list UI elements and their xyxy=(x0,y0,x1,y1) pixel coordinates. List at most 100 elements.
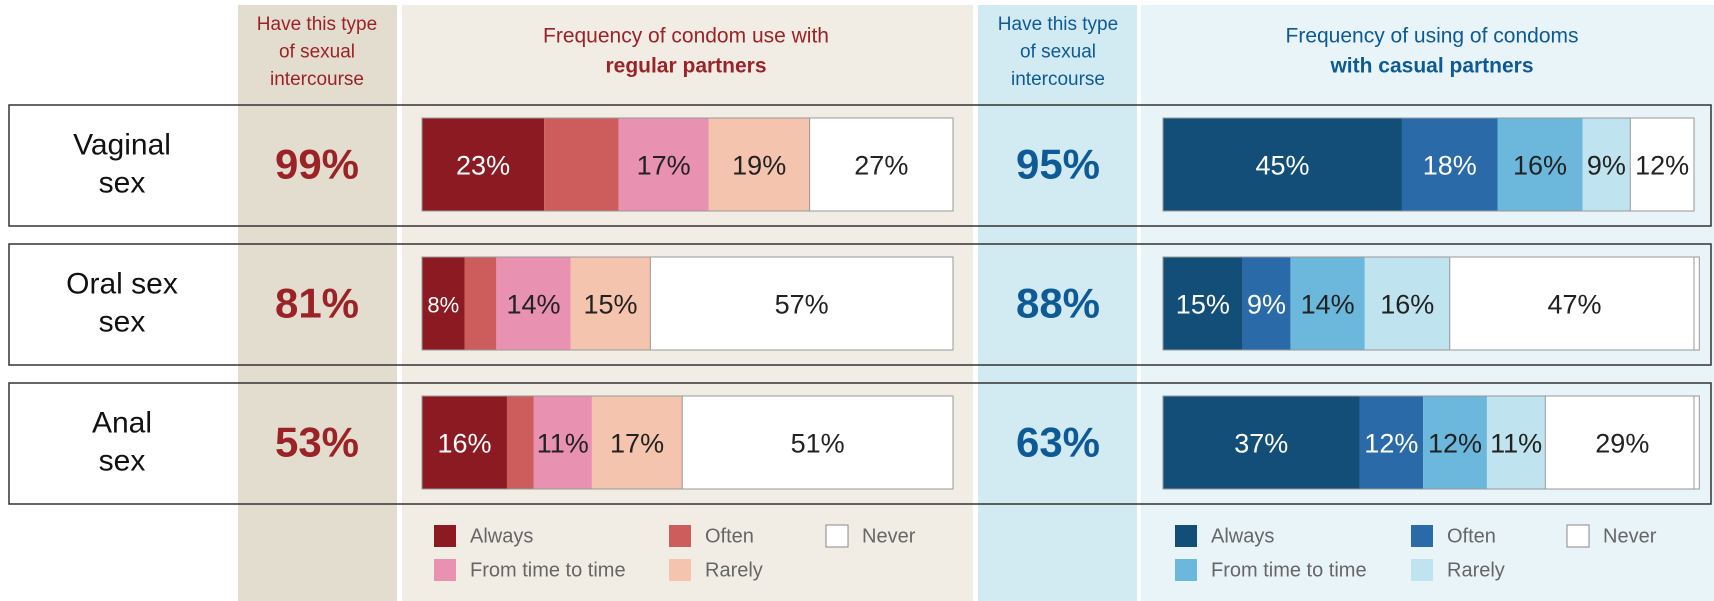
row-label: sex xyxy=(99,166,146,199)
legend-label: Rarely xyxy=(705,559,763,581)
bar-segment xyxy=(708,118,810,211)
panel-title: Frequency of condom use with xyxy=(543,25,829,48)
legend-label: Rarely xyxy=(1447,559,1505,581)
prevalence-header: of sexual xyxy=(279,42,355,63)
bar-segment xyxy=(422,396,507,489)
bar-segment xyxy=(1497,118,1583,211)
bar-label: 11% xyxy=(537,429,589,459)
row-label: sex xyxy=(99,444,146,477)
legend-swatch xyxy=(1175,525,1197,547)
bar-segment xyxy=(422,118,545,211)
bar-segment xyxy=(496,257,571,350)
bar-segment xyxy=(1401,118,1498,211)
bar-segment xyxy=(1486,396,1546,489)
bar-segment xyxy=(618,118,709,211)
row-box xyxy=(8,243,1712,366)
legend-swatch xyxy=(669,525,691,547)
legend-label: Always xyxy=(1211,525,1274,547)
bar-segment xyxy=(506,396,534,489)
legend-swatch xyxy=(1566,524,1590,548)
bar-segment xyxy=(1163,396,1360,489)
bar-label: 14% xyxy=(1301,290,1355,320)
bar-segment xyxy=(1423,396,1487,489)
bar-segment xyxy=(533,396,592,489)
prevalence-header: Have this type xyxy=(998,14,1118,35)
bar-outline xyxy=(421,395,954,490)
prevalence-header: intercourse xyxy=(270,69,364,90)
bar-segment xyxy=(681,395,954,490)
prevalence-value: 63% xyxy=(1016,419,1100,466)
panel-title: regular partners xyxy=(605,55,766,78)
bar-label: 15% xyxy=(1176,290,1230,320)
row-box xyxy=(8,382,1712,505)
bar-label: 15% xyxy=(583,290,637,320)
row-label: sex xyxy=(99,305,146,338)
row-box xyxy=(8,104,1712,227)
bar-label: 18% xyxy=(1423,151,1477,181)
bar-segment xyxy=(570,257,651,350)
row-label: Anal xyxy=(92,406,152,439)
legend-swatch xyxy=(1411,525,1433,547)
prevalence-header: Have this type xyxy=(257,14,377,35)
bar-outline xyxy=(421,256,954,351)
bar-segment xyxy=(1364,257,1450,350)
bar-outline xyxy=(421,117,954,212)
bar-label: 9% xyxy=(1247,290,1286,320)
prevalence-value: 53% xyxy=(275,419,359,466)
bar-label: 16% xyxy=(1513,151,1567,181)
bar-segment xyxy=(1359,396,1424,489)
bar-label: 17% xyxy=(637,151,691,181)
legend-label: Never xyxy=(862,525,916,547)
bar-label: 19% xyxy=(732,151,786,181)
bar-segment xyxy=(464,257,497,350)
bar-label: 14% xyxy=(506,290,560,320)
bar-segment xyxy=(1290,257,1365,350)
prevalence-value: 81% xyxy=(275,280,359,327)
prevalence-value: 95% xyxy=(1016,141,1100,188)
bar-label: 23% xyxy=(456,151,510,181)
bar-outline xyxy=(1162,117,1695,212)
legend-swatch xyxy=(669,559,691,581)
legend-label: Often xyxy=(705,525,754,547)
panel-title: Frequency of using of condoms xyxy=(1286,25,1579,48)
legend-label: Never xyxy=(1603,525,1657,547)
bar-outline xyxy=(1162,256,1695,351)
legend-label: From time to time xyxy=(1211,559,1367,581)
bar-label: 27% xyxy=(854,151,908,181)
bar-label: 57% xyxy=(775,290,829,320)
bar-label: 16% xyxy=(437,429,491,459)
prevalence-header: intercourse xyxy=(1011,69,1105,90)
bar-label: 29% xyxy=(1595,429,1649,459)
row-label: Vaginal xyxy=(73,128,171,161)
legend-swatch xyxy=(825,524,849,548)
bar-label: 11% xyxy=(1490,429,1542,459)
legend-label: Always xyxy=(470,525,533,547)
bar-segment xyxy=(1242,257,1291,350)
bar-segment xyxy=(1544,395,1700,490)
bar-label: 8% xyxy=(427,292,459,317)
bar-segment xyxy=(544,118,619,211)
bar-segment xyxy=(1582,118,1631,211)
prevalence-value: 88% xyxy=(1016,280,1100,327)
prevalence-header: of sexual xyxy=(1020,42,1096,63)
legend-swatch xyxy=(434,525,456,547)
bar-label: 17% xyxy=(610,429,664,459)
bar-label: 16% xyxy=(1380,290,1434,320)
bar-label: 37% xyxy=(1234,429,1288,459)
legend-label: From time to time xyxy=(470,559,626,581)
legend-swatch xyxy=(1411,559,1433,581)
bar-label: 12% xyxy=(1635,151,1689,181)
legend-swatch xyxy=(1175,559,1197,581)
legend-swatch xyxy=(434,559,456,581)
bar-segment xyxy=(649,256,954,351)
bar-label: 12% xyxy=(1428,429,1482,459)
bar-outline xyxy=(1162,395,1695,490)
bar-label: 51% xyxy=(791,429,845,459)
bar-segment xyxy=(1163,257,1243,350)
bar-segment xyxy=(422,257,465,350)
bar-label: 9% xyxy=(1587,151,1626,181)
bar-label: 12% xyxy=(1364,429,1418,459)
bar-label: 47% xyxy=(1548,290,1602,320)
panel-title: with casual partners xyxy=(1329,55,1533,78)
